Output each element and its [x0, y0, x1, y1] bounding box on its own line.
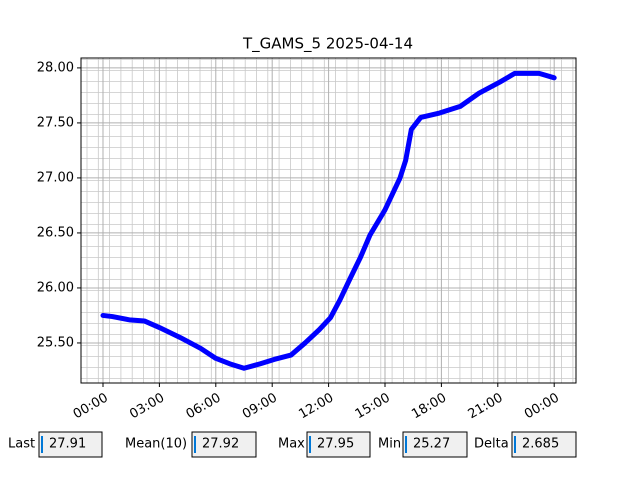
- y-tick-label: 28.00: [37, 60, 74, 75]
- stat-box[interactable]: [402, 431, 468, 458]
- data-line: [100, 70, 557, 371]
- stat-box[interactable]: [191, 431, 257, 458]
- y-tick-label: 27.50: [37, 115, 74, 130]
- stat-value: 27.92: [202, 437, 239, 452]
- x-tick-label: 09:00: [240, 391, 280, 423]
- x-tick-label: 21:00: [466, 391, 506, 423]
- stat-value: 27.95: [317, 437, 354, 452]
- y-tick-label: 27.00: [37, 170, 74, 185]
- y-tick-label: 26.00: [37, 280, 74, 295]
- stat-label: Max: [278, 437, 305, 452]
- x-tick-label: 12:00: [296, 391, 336, 423]
- stat-value: 25.27: [413, 437, 450, 452]
- x-tick-label: 00:00: [71, 391, 111, 423]
- stat-box[interactable]: [38, 431, 103, 458]
- stat-value: 2.685: [522, 437, 559, 452]
- x-tick-label: 06:00: [184, 391, 224, 423]
- x-tick-label: 00:00: [522, 391, 562, 423]
- y-tick-label: 26.50: [37, 225, 74, 240]
- chart-title: T_GAMS_5 2025-04-14: [242, 35, 413, 54]
- x-tick-label: 15:00: [353, 391, 393, 423]
- stat-value: 27.91: [49, 437, 86, 452]
- stat-label: Min: [378, 437, 401, 452]
- stat-label: Mean(10): [125, 437, 187, 452]
- plot-frame: [80, 57, 577, 384]
- y-tick-label: 25.50: [37, 335, 74, 350]
- stat-box[interactable]: [511, 431, 577, 458]
- stat-label: Last: [8, 437, 35, 452]
- stat-label: Delta: [474, 437, 509, 452]
- x-tick-label: 18:00: [409, 391, 449, 423]
- stat-box[interactable]: [306, 431, 371, 458]
- x-tick-label: 03:00: [127, 391, 167, 423]
